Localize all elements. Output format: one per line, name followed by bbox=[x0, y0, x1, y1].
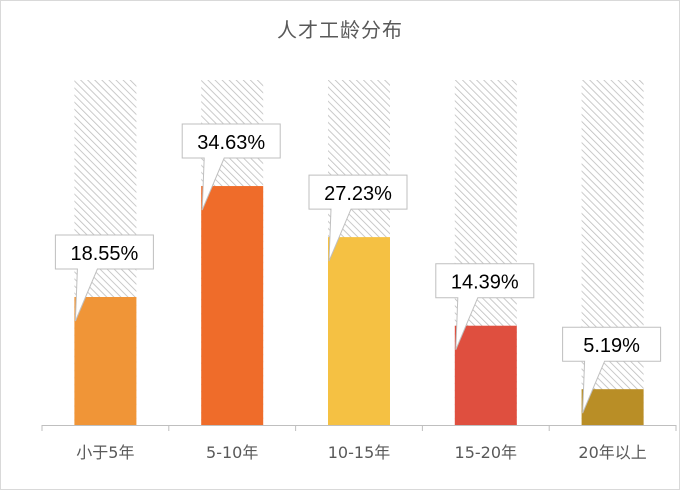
data-label: 34.63% bbox=[197, 132, 265, 154]
data-bar bbox=[201, 186, 264, 425]
data-label-callout bbox=[181, 123, 281, 211]
data-bar bbox=[328, 237, 390, 425]
chart-title: 人才工龄分布 bbox=[277, 18, 403, 42]
data-label: 18.55% bbox=[70, 243, 138, 265]
x-tick-label: 5-10年 bbox=[206, 443, 258, 462]
data-label-callout bbox=[435, 263, 535, 350]
data-label: 27.23% bbox=[324, 183, 392, 205]
data-bar bbox=[74, 297, 137, 425]
data-label-callout bbox=[54, 234, 154, 322]
x-tick-label: 10-15年 bbox=[328, 443, 391, 462]
x-tick-label: 20年以上 bbox=[578, 443, 646, 462]
data-bar bbox=[454, 325, 517, 425]
x-tick-label: 15-20年 bbox=[455, 443, 518, 462]
data-label-callout bbox=[308, 174, 408, 262]
data-label-callout bbox=[562, 326, 662, 414]
data-bar bbox=[581, 389, 644, 425]
data-label: 5.19% bbox=[583, 335, 640, 357]
x-tick-label: 小于5年 bbox=[76, 443, 134, 462]
data-label: 14.39% bbox=[451, 272, 519, 294]
